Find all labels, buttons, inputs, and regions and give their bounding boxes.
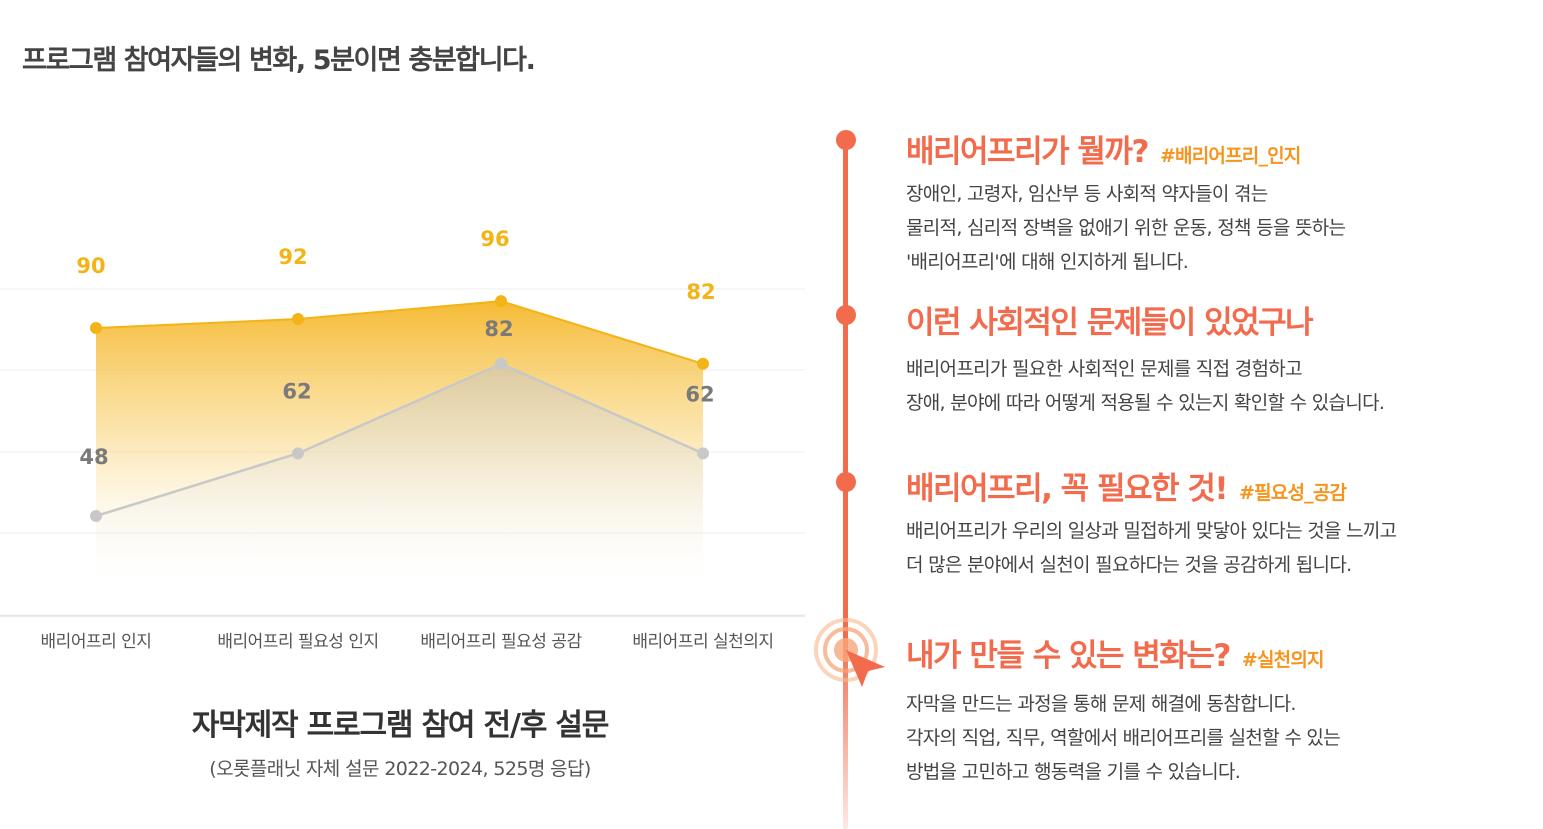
category-label: 배리어프리 실천의지: [632, 632, 773, 652]
series-area: [96, 363, 703, 590]
chart-value-labels: 90 92 96 82 48 62 82 62: [76, 227, 715, 469]
chart-areas: [96, 301, 703, 590]
category-label: 배리어프리 인지: [41, 632, 152, 652]
timeline-dot: [836, 472, 856, 492]
data-label: 96: [480, 227, 509, 251]
data-label: 62: [685, 382, 714, 406]
timeline-item: 내가 만들 수 있는 변화는? #실천의지 자막을 만드는 과정을 통해 문제 해…: [906, 630, 1536, 789]
timeline-item-tag: #실천의지: [1241, 649, 1325, 671]
timeline-item: 배리어프리, 꼭 필요한 것! #필요성_공감 배리어프리가 우리의 일상과 밀접…: [906, 463, 1536, 582]
body-line: 배리어프리가 우리의 일상과 밀접하게 맞닿아 있다는 것을 느끼고: [906, 520, 1397, 542]
timeline-item: 이런 사회적인 문제들이 있었구나 배리어프리가 필요한 사회적인 문제를 직접…: [906, 297, 1536, 420]
body-line: 방법을 고민하고 행동력을 기를 수 있습니다.: [906, 761, 1241, 783]
data-point: [292, 447, 304, 460]
timeline-item-title: 배리어프리가 뭘까?: [906, 134, 1149, 170]
data-label: 92: [278, 245, 307, 269]
series-line: [95, 362, 704, 518]
chart-title: 자막제작 프로그램 참여 전/후 설문: [191, 708, 610, 743]
data-point: [495, 295, 507, 308]
chart-lines: [95, 300, 704, 518]
chart-points: [90, 295, 709, 522]
data-label: 48: [79, 445, 108, 469]
body-line: 장애인, 고령자, 임산부 등 사회적 약자들이 겪는: [906, 183, 1268, 205]
body-line: 장애, 분야에 따라 어떻게 적용될 수 있는지 확인할 수 있습니다.: [906, 392, 1385, 414]
timeline-dot: [836, 130, 856, 150]
timeline-item-tag: #필요성_공감: [1239, 482, 1347, 504]
timeline-item-body: 자막을 만드는 과정을 통해 문제 해결에 동참합니다. 각자의 직업, 직무,…: [906, 687, 1536, 789]
data-point: [90, 510, 102, 522]
data-label: 82: [484, 317, 513, 341]
data-point: [292, 313, 304, 326]
body-line: 물리적, 심리적 장벽을 없애기 위한 운동, 정책 등을 뜻하는: [906, 217, 1346, 239]
timeline-item-title: 내가 만들 수 있는 변화는?: [906, 638, 1231, 674]
body-line: 각자의 직업, 직무, 역할에서 배리어프리를 실천할 수 있는: [906, 727, 1341, 749]
body-line: '배리어프리'에 대해 인지하게 됩니다.: [906, 251, 1189, 273]
data-point: [90, 322, 102, 334]
timeline-item-tag: #배리어프리_인지: [1159, 145, 1301, 167]
timeline-item-title: 배리어프리, 꼭 필요한 것!: [906, 471, 1229, 507]
timeline-dot: [836, 305, 856, 325]
body-line: 자막을 만드는 과정을 통해 문제 해결에 동참합니다.: [906, 693, 1296, 715]
data-point: [697, 447, 709, 460]
timeline-item-body: 배리어프리가 우리의 일상과 밀접하게 맞닿아 있다는 것을 느끼고 더 많은 …: [906, 514, 1536, 582]
body-line: 더 많은 분야에서 실천이 필요하다는 것을 공감하게 됩니다.: [906, 554, 1352, 576]
body-line: 배리어프리가 필요한 사회적인 문제를 직접 경험하고: [906, 358, 1303, 380]
chart-subtitle: (오롯플래닛 자체 설문 2022-2024, 525명 응답): [209, 758, 591, 780]
chart-category-labels: 배리어프리 인지 배리어프리 필요성 인지 배리어프리 필요성 공감 배리어프리 실천…: [41, 632, 775, 652]
data-point: [495, 357, 507, 370]
timeline-item-title: 이런 사회적인 문제들이 있었구나: [906, 305, 1314, 341]
cursor-pointer-icon: [813, 617, 893, 701]
timeline-item: 배리어프리가 뭘까? #배리어프리_인지 장애인, 고령자, 임산부 등 사회적 …: [906, 126, 1536, 279]
timeline-item-body: 장애인, 고령자, 임산부 등 사회적 약자들이 겪는 물리적, 심리적 장벽을…: [906, 177, 1536, 279]
category-label: 배리어프리 필요성 인지: [217, 632, 378, 652]
timeline-item-body: 배리어프리가 필요한 사회적인 문제를 직접 경험하고 장애, 분야에 따라 어…: [906, 352, 1536, 420]
data-label: 82: [686, 280, 715, 304]
data-label: 90: [76, 254, 105, 278]
data-label: 62: [282, 379, 311, 403]
category-label: 배리어프리 필요성 공감: [420, 632, 582, 652]
data-point: [697, 357, 709, 370]
page-headline: 프로그램 참여자들의 변화, 5분이면 충분합니다.: [22, 45, 536, 76]
series-line: [95, 300, 704, 365]
